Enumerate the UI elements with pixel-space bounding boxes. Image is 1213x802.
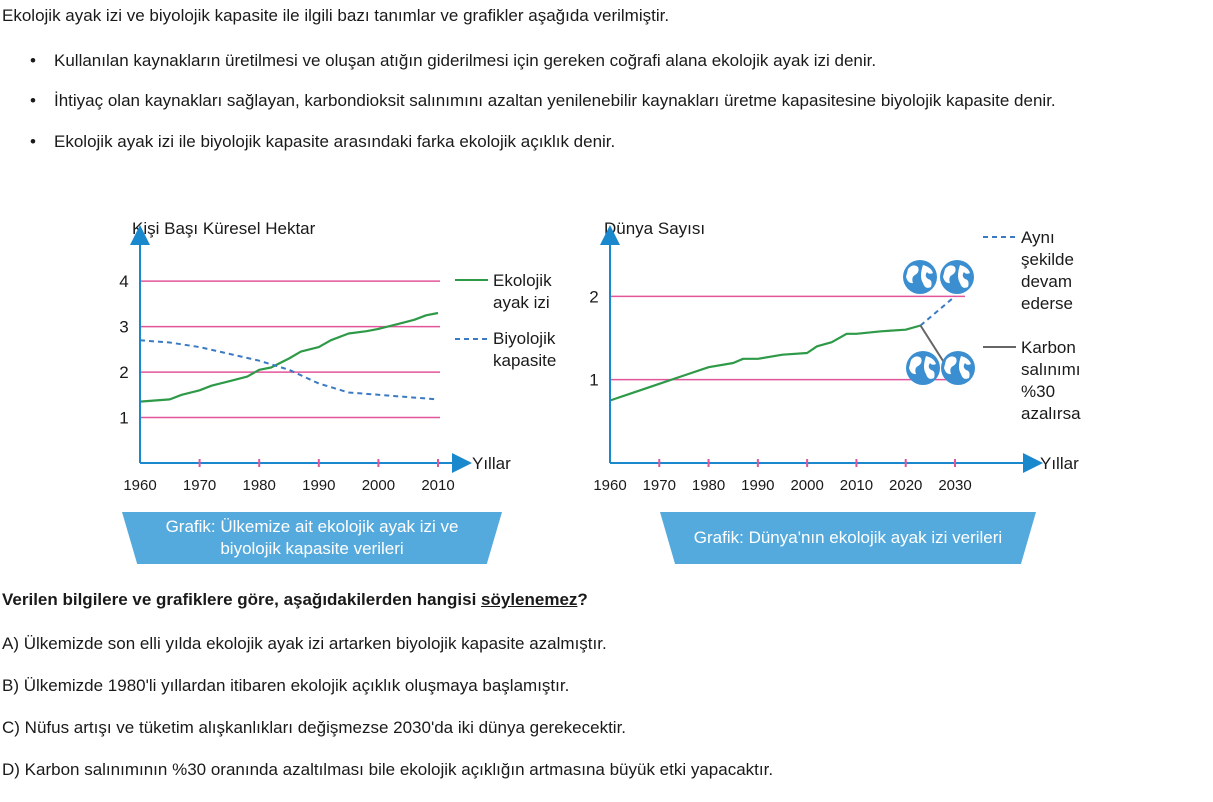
series-line-1 [919,295,956,327]
question-suffix: ? [577,590,588,609]
chart-country-footprint: Kişi Başı Küresel Hektar Yıllar 1 2 3 4 1960… [119,219,556,494]
x-tick-label: 2000 [790,477,823,494]
chart1-ylabel: Kişi Başı Küresel Hektar [132,219,316,238]
x-tick-label: 1970 [183,477,216,494]
y-tick-label: 3 [119,318,128,337]
x-tick-label: 1960 [123,477,156,494]
series-line-0 [609,324,921,402]
globe-icon [941,351,975,385]
x-tick-label: 1980 [243,477,276,494]
series-line-1 [139,339,439,401]
x-tick-label: 2010 [840,477,873,494]
x-tick-label: 2030 [938,477,971,494]
option-c[interactable]: C) Nüfus artışı ve tüketim alışkanlıklar… [2,718,627,737]
question-prefix: Verilen bilgilere ve grafiklere göre, aş… [2,590,482,609]
globe-icon [940,260,974,294]
intro-text: Ekolojik ayak izi ve biyolojik kapasite … [2,6,670,25]
definition-list: Kullanılan kaynakların üretilmesi ve olu… [30,48,1210,169]
globe-icon [906,351,940,385]
y-tick-label: 4 [119,272,128,291]
series-line-0 [139,311,439,403]
x-tick-label: 2010 [421,477,454,494]
chart1-caption: Grafik: Ülkemize ait ekolojik ayak izi v… [122,512,502,564]
chart2-legend: Aynı şekilde devam ederse Karbon salınımı %30… [983,228,1081,423]
definition-ecological-footprint: Kullanılan kaynakların üretilmesi ve olu… [30,48,1210,75]
option-d[interactable]: D) Karbon salınımının %30 oranında azalt… [2,760,774,779]
answer-options: A) Ülkemizde son elli yılda ekolojik aya… [2,634,773,802]
legend-biyolojik-label: Biyolojik kapasite [493,329,556,370]
globes-top [903,260,974,294]
x-tick-label: 1990 [741,477,774,494]
option-a[interactable]: A) Ülkemizde son elli yılda ekolojik aya… [2,634,607,653]
x-tick-label: 2020 [889,477,922,494]
globe-icon [903,260,937,294]
chart2-xlabel: Yıllar [1040,454,1079,473]
y-tick-label: 1 [589,371,598,390]
x-tick-label: 1990 [302,477,335,494]
legend-ekolojik-label: Ekolojik ayak izi [493,271,552,312]
chart1-xlabel: Yıllar [472,454,511,473]
definition-ecological-gap: Ekolojik ayak izi ile biyolojik kapasite… [30,129,1210,156]
y-tick-label: 1 [119,409,128,428]
question-underlined: söylenemez [481,590,578,609]
x-tick-label: 1980 [692,477,725,494]
y-tick-label: 2 [119,363,128,382]
chart2-caption: Grafik: Dünya'nın ekolojik ayak izi veri… [660,512,1036,564]
chart1-legend: Ekolojik ayak izi Biyolojik kapasite [455,271,556,370]
x-tick-label: 1970 [643,477,676,494]
question-stem: Verilen bilgilere ve grafiklere göre, aş… [2,590,588,610]
x-tick-label: 2000 [362,477,395,494]
y-tick-label: 2 [589,287,598,306]
chart-world-footprint: Dünya Sayısı Yıllar 1 2 1960 1970 1980 1990 20… [589,219,1081,494]
chart2-ylabel: Dünya Sayısı [604,219,705,238]
option-b[interactable]: B) Ülkemizde 1980'li yıllardan itibaren … [2,676,570,695]
x-tick-label: 1960 [593,477,626,494]
legend-carbon-label: Karbon salınımı %30 azalırsa [1021,338,1081,423]
definition-biocapacity: İhtiyaç olan kaynakları sağlayan, karbon… [30,88,1210,115]
legend-continue-label: Aynı şekilde devam ederse [1021,228,1074,313]
